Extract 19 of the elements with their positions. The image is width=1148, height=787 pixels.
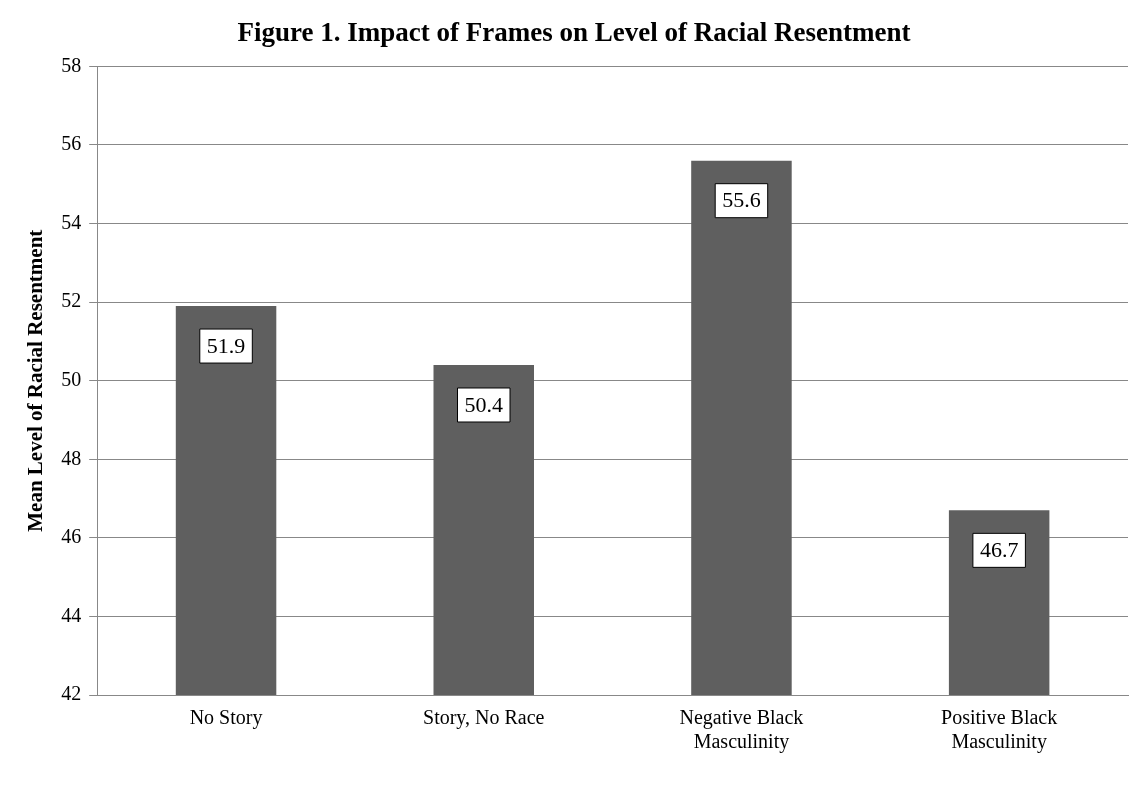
y-tick-label: 46 bbox=[61, 525, 82, 548]
y-tick-label: 54 bbox=[61, 210, 82, 233]
data-label: 51.9 bbox=[206, 332, 246, 358]
y-tick-label: 44 bbox=[61, 603, 82, 626]
y-tick-label: 48 bbox=[61, 446, 82, 469]
y-tick-label: 52 bbox=[61, 289, 82, 312]
x-tick-label: No Story bbox=[189, 706, 263, 730]
y-tick-label: 50 bbox=[61, 367, 82, 390]
y-tick-label: 42 bbox=[61, 682, 82, 705]
x-tick-label: Story, No Race bbox=[423, 706, 545, 730]
chart-title: Figure 1. Impact of Frames on Level of Racial Resentment bbox=[237, 17, 911, 48]
x-tick-label: Negative Black Masculinity bbox=[679, 706, 804, 754]
y-axis-title: Mean Level of Racial Resentment bbox=[23, 229, 48, 532]
y-tick-label: 56 bbox=[61, 132, 82, 155]
data-label: 50.4 bbox=[464, 391, 503, 417]
data-label: 55.6 bbox=[722, 187, 761, 213]
x-tick-label: Positive Black Masculinity bbox=[941, 706, 1058, 754]
data-label: 46.7 bbox=[979, 537, 1019, 563]
y-tick-label: 58 bbox=[61, 53, 82, 76]
